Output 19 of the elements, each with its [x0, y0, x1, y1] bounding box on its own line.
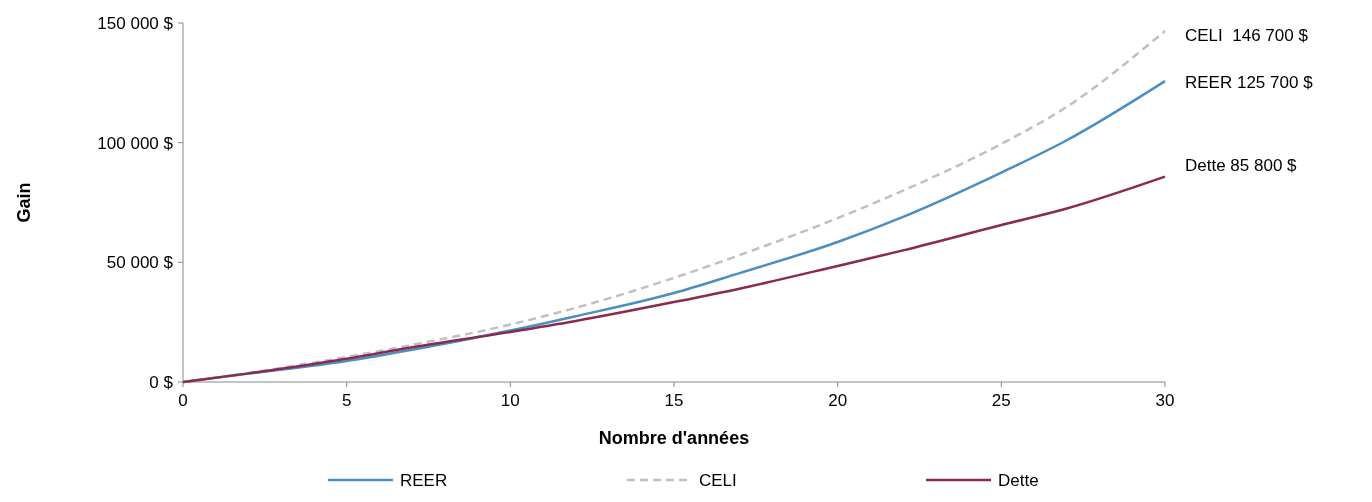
y-axis-title: Gain	[14, 182, 34, 223]
x-tick-label: 5	[341, 391, 352, 410]
y-tick-label: 150 000 $	[97, 13, 174, 33]
legend-label: REER	[400, 471, 448, 490]
x-tick-label: 30	[1155, 391, 1175, 410]
text: CELI 146 700 $	[1185, 26, 1309, 45]
x-tick-label: 20	[828, 391, 848, 410]
text: REER 125 700 $	[1185, 73, 1314, 92]
y-tick-label: 100 000 $	[97, 133, 174, 153]
x-tick-label: 0	[178, 391, 188, 410]
x-axis-title: Nombre d'années	[598, 428, 750, 448]
legend-label: Dette	[998, 471, 1039, 490]
x-tick-label: 10	[500, 391, 520, 410]
x-tick-label: 15	[664, 391, 684, 410]
x-tick-label: 25	[991, 391, 1011, 410]
legend-label: CELI	[699, 471, 737, 490]
y-tick-label: 50 000 $	[106, 253, 174, 273]
text: Dette 85 800 $	[1185, 156, 1298, 175]
y-tick-label: 0 $	[149, 372, 174, 392]
